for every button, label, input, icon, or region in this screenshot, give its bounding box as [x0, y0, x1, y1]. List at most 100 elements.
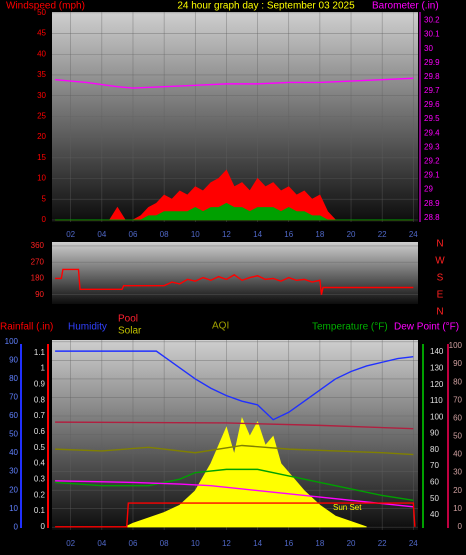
- y-tick-label: 29.6: [424, 100, 440, 109]
- x-tick-label: 12: [222, 539, 231, 548]
- y-tick-label: 90: [35, 290, 44, 299]
- y-tick-label: 40: [453, 450, 462, 459]
- y-tick-label: 50: [453, 432, 462, 441]
- y-tick-label: 45: [37, 29, 46, 38]
- y-tick-label: 30: [9, 467, 18, 476]
- x-tick-label: 10: [191, 230, 200, 239]
- y-tick-label: 30: [424, 44, 433, 53]
- legend-label: AQI: [212, 321, 229, 332]
- line: [55, 468, 414, 502]
- area: [55, 202, 414, 221]
- y-tick-label: 50: [37, 8, 46, 17]
- x-tick-label: 06: [129, 230, 138, 239]
- y-tick-label: 29: [424, 185, 433, 194]
- y-tick-label: 0.5: [34, 443, 46, 452]
- x-tick-label: 14: [253, 539, 262, 548]
- y-tick-label: 0.7: [34, 411, 46, 420]
- y-tick-label: 20: [453, 486, 462, 495]
- y-tick-label: 29.1: [424, 171, 440, 180]
- y-tick-label: 30: [37, 91, 46, 100]
- axis-label: Humidity: [68, 322, 107, 333]
- y-tick-label: 28.8: [424, 213, 440, 222]
- annotation: Sun Set: [333, 503, 362, 512]
- y-tick-label: 50: [430, 494, 439, 503]
- y-tick-label: 29.9: [424, 58, 440, 67]
- x-tick-label: 20: [347, 230, 356, 239]
- y-tick-label: 0.1: [34, 506, 46, 515]
- axis-label: Rainfall (.in): [0, 322, 53, 333]
- y-tick-label: 70: [430, 461, 439, 470]
- legend-label: Pool: [118, 314, 138, 325]
- line: [55, 77, 414, 89]
- y-tick-label: 120: [430, 380, 444, 389]
- y-tick-label: 20: [37, 132, 46, 141]
- y-tick-label: 20: [9, 485, 18, 494]
- y-tick-label: 29.8: [424, 72, 440, 81]
- x-tick-label: 18: [315, 539, 324, 548]
- y-tick-label: 28.9: [424, 199, 440, 208]
- y-tick-label: 29.5: [424, 114, 440, 123]
- y-tick-label: 80: [453, 377, 462, 386]
- y-tick-label: 0.2: [34, 490, 46, 499]
- y-tick-label: 90: [453, 359, 462, 368]
- y-tick-label: 15: [37, 153, 46, 162]
- y-tick-label: 40: [37, 49, 46, 58]
- y-tick-label: 35: [37, 70, 46, 79]
- chart-title: 24 hour graph day : September 03 2025: [177, 1, 355, 12]
- compass-label: W: [435, 256, 445, 267]
- y-tick-label: 0.9: [34, 379, 46, 388]
- line: [55, 350, 414, 421]
- y-tick-label: 130: [430, 363, 444, 372]
- y-tick-label: 29.7: [424, 86, 440, 95]
- y2-axis-label: Barometer (.in): [372, 1, 439, 12]
- y-tick-label: 80: [430, 445, 439, 454]
- x-tick-label: 08: [160, 539, 169, 548]
- y-tick-label: 70: [453, 395, 462, 404]
- y-tick-label: 10: [9, 504, 18, 513]
- y-tick-label: 0.4: [34, 459, 46, 468]
- line: [55, 421, 414, 430]
- area: [125, 417, 367, 528]
- y-tick-label: 180: [31, 274, 45, 283]
- x-tick-label: 10: [191, 539, 200, 548]
- x-tick-label: 12: [222, 230, 231, 239]
- line: [55, 268, 414, 295]
- y-tick-label: 70: [9, 393, 18, 402]
- y-tick-label: 29.4: [424, 128, 440, 137]
- y-tick-label: 140: [430, 347, 444, 356]
- y-tick-label: 5: [42, 194, 47, 203]
- compass-label: S: [437, 273, 444, 284]
- x-tick-label: 02: [66, 230, 75, 239]
- x-tick-label: 06: [129, 539, 138, 548]
- y-tick-label: 90: [9, 355, 18, 364]
- x-tick-label: 08: [160, 230, 169, 239]
- compass-label: N: [436, 307, 443, 318]
- axis-label: Temperature (°F): [312, 322, 388, 333]
- compass-label: E: [437, 290, 444, 301]
- y-tick-label: 60: [9, 411, 18, 420]
- y-tick-label: 100: [5, 337, 19, 346]
- y-tick-label: 0: [14, 522, 19, 531]
- legend-label: Solar: [118, 326, 142, 337]
- y-tick-label: 0: [458, 522, 463, 531]
- x-tick-label: 22: [378, 539, 387, 548]
- y-tick-label: 1: [41, 364, 46, 373]
- y-tick-label: 30.1: [424, 30, 440, 39]
- y-tick-label: 90: [430, 429, 439, 438]
- y-tick-label: 270: [31, 257, 45, 266]
- y-tick-label: 40: [430, 510, 439, 519]
- y-tick-label: 40: [9, 448, 18, 457]
- y-tick-label: 29.3: [424, 142, 440, 151]
- y-tick-label: 25: [37, 111, 46, 120]
- x-tick-label: 22: [378, 230, 387, 239]
- compass-label: N: [436, 239, 443, 250]
- y-tick-label: 30: [453, 468, 462, 477]
- y-axis-label: Windspeed (mph): [6, 1, 85, 12]
- x-tick-label: 14: [253, 230, 262, 239]
- y-tick-label: 10: [453, 504, 462, 513]
- legend-label: Dew Point (°F): [394, 322, 459, 333]
- y-tick-label: 50: [9, 430, 18, 439]
- y-tick-label: 29.2: [424, 157, 440, 166]
- x-tick-label: 24: [409, 539, 418, 548]
